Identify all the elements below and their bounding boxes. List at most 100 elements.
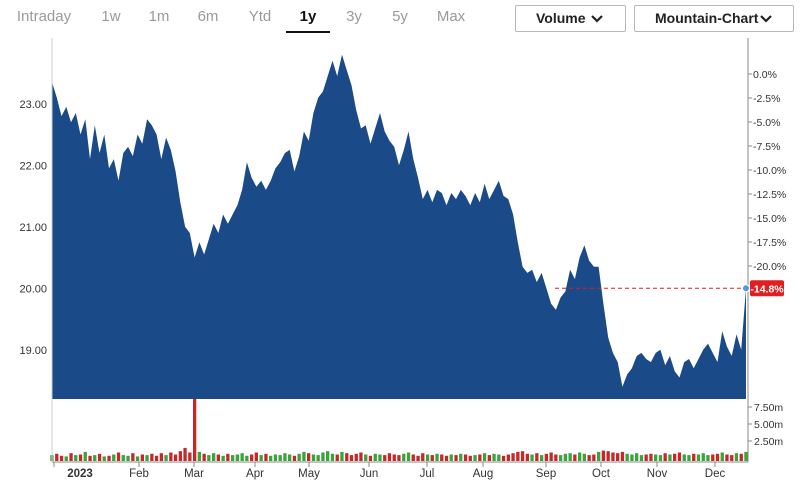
volume-bar[interactable]: [511, 453, 515, 461]
volume-bar[interactable]: [169, 452, 173, 462]
volume-bar[interactable]: [164, 455, 168, 461]
volume-bar[interactable]: [235, 454, 239, 462]
volume-bar[interactable]: [112, 454, 116, 462]
volume-bar[interactable]: [582, 453, 586, 461]
volume-bar[interactable]: [730, 455, 734, 461]
volume-bar[interactable]: [383, 455, 387, 461]
volume-bar[interactable]: [744, 451, 748, 461]
volume-bar[interactable]: [273, 454, 278, 462]
volume-bar[interactable]: [696, 454, 701, 462]
volume-bar[interactable]: [411, 454, 415, 462]
volume-bar[interactable]: [440, 454, 444, 462]
volume-bar[interactable]: [183, 447, 187, 461]
tab-6m[interactable]: 6m: [197, 8, 219, 25]
volume-bar[interactable]: [482, 453, 487, 461]
volume-bar[interactable]: [269, 455, 273, 461]
volume-bar[interactable]: [373, 453, 377, 461]
volume-bar[interactable]: [264, 453, 268, 461]
tab-intraday[interactable]: Intraday: [16, 8, 72, 25]
volume-bar[interactable]: [387, 453, 392, 461]
volume-bar[interactable]: [682, 454, 686, 462]
volume-bar[interactable]: [649, 453, 653, 461]
volume-bar[interactable]: [240, 453, 244, 461]
volume-bar[interactable]: [492, 453, 496, 461]
volume-bar[interactable]: [364, 454, 368, 462]
chart-type-dropdown[interactable]: Mountain-Chart: [634, 5, 794, 32]
volume-bar[interactable]: [340, 451, 344, 461]
volume-bar[interactable]: [359, 452, 363, 462]
volume-bar[interactable]: [397, 455, 401, 461]
tab-3y[interactable]: 3y: [346, 8, 362, 25]
volume-bar[interactable]: [425, 454, 430, 462]
volume-bar[interactable]: [221, 455, 225, 461]
volume-bar[interactable]: [245, 455, 249, 461]
volume-bar[interactable]: [316, 455, 320, 461]
volume-bar[interactable]: [720, 452, 724, 462]
volume-bar[interactable]: [554, 454, 558, 462]
volume-bar[interactable]: [497, 454, 501, 462]
volume-bar[interactable]: [93, 455, 97, 461]
volume-bar[interactable]: [197, 451, 201, 461]
volume-bar[interactable]: [578, 452, 582, 462]
volume-bar[interactable]: [226, 453, 230, 461]
volume-bar[interactable]: [74, 455, 78, 461]
volume-bar[interactable]: [335, 454, 339, 462]
volume-bar[interactable]: [259, 455, 263, 461]
volume-bar[interactable]: [83, 451, 87, 461]
volume-bar[interactable]: [501, 455, 506, 461]
volume-bar[interactable]: [154, 455, 159, 461]
volume-bar[interactable]: [55, 453, 59, 461]
volume-bar[interactable]: [402, 453, 406, 461]
volume-bar[interactable]: [288, 454, 292, 462]
volume-bar[interactable]: [349, 455, 354, 461]
volume-bar[interactable]: [150, 453, 154, 461]
volume-bar[interactable]: [368, 455, 373, 461]
volume-bar[interactable]: [663, 453, 667, 461]
volume-bar[interactable]: [78, 454, 83, 462]
volume-bar[interactable]: [121, 455, 125, 461]
volume-bar[interactable]: [354, 453, 358, 461]
volume-bar[interactable]: [116, 452, 121, 462]
volume-bar[interactable]: [311, 454, 316, 462]
volume-bar[interactable]: [635, 453, 639, 461]
volume-bar[interactable]: [592, 454, 596, 462]
volume-bar[interactable]: [212, 453, 216, 461]
volume-bar[interactable]: [715, 453, 720, 461]
volume-bar[interactable]: [668, 454, 672, 462]
volume-bar[interactable]: [345, 453, 349, 461]
volume-bar[interactable]: [620, 451, 625, 461]
volume-bar[interactable]: [416, 455, 420, 461]
volume-bar[interactable]: [135, 456, 140, 461]
volume-bar[interactable]: [430, 455, 434, 461]
volume-bar[interactable]: [587, 455, 591, 461]
volume-bar[interactable]: [559, 455, 563, 461]
volume-bar[interactable]: [478, 454, 482, 462]
tab-1w[interactable]: 1w: [101, 8, 121, 25]
volume-bar[interactable]: [597, 451, 601, 461]
tab-5y[interactable]: 5y: [392, 8, 408, 25]
tab-1m[interactable]: 1m: [148, 8, 170, 25]
volume-bar[interactable]: [330, 453, 335, 461]
volume-bar[interactable]: [435, 453, 439, 461]
volume-bar[interactable]: [630, 454, 634, 462]
volume-bar[interactable]: [454, 455, 458, 461]
volume-dropdown[interactable]: Volume: [515, 5, 626, 32]
volume-bar[interactable]: [677, 452, 682, 462]
volume-bar[interactable]: [193, 399, 197, 461]
volume-bar[interactable]: [159, 453, 163, 461]
volume-bar[interactable]: [307, 453, 311, 461]
volume-bar[interactable]: [64, 456, 68, 461]
volume-bar[interactable]: [421, 453, 425, 461]
volume-bar[interactable]: [392, 454, 396, 462]
volume-bar[interactable]: [639, 455, 644, 461]
volume-bar[interactable]: [616, 453, 620, 461]
tab-max[interactable]: Max: [436, 8, 466, 25]
volume-bar[interactable]: [444, 455, 449, 461]
volume-bar[interactable]: [302, 451, 306, 461]
volume-bar[interactable]: [292, 455, 297, 461]
current-price-dot[interactable]: [742, 284, 750, 293]
volume-bar[interactable]: [131, 453, 135, 461]
volume-bar[interactable]: [601, 450, 605, 461]
volume-bar[interactable]: [378, 454, 382, 462]
volume-bar[interactable]: [734, 453, 739, 461]
